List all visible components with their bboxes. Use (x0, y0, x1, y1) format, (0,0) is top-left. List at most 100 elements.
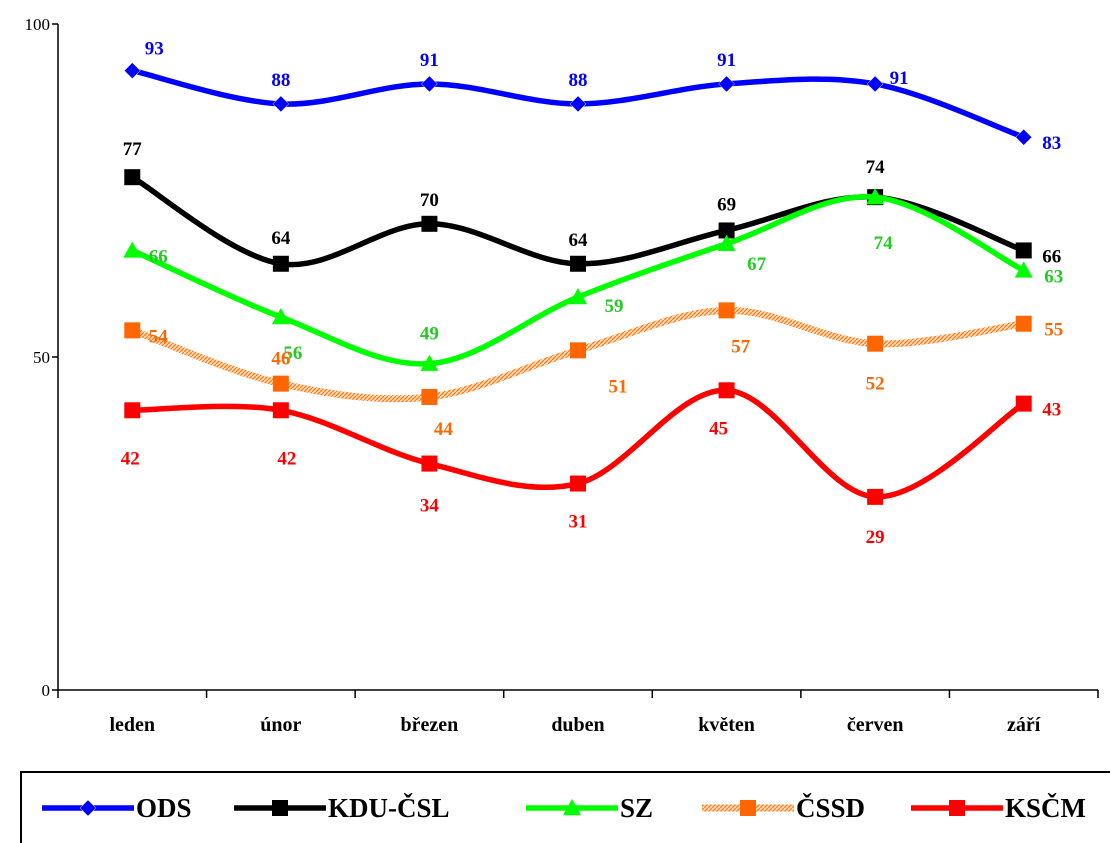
series-sz (123, 188, 1033, 371)
data-point-marker (1015, 242, 1032, 259)
data-point-marker (718, 382, 735, 399)
x-tick-label: květen (698, 714, 755, 736)
data-point-marker (421, 75, 438, 93)
data-point-marker (123, 62, 141, 79)
data-label: 66 (1042, 246, 1061, 267)
data-point-marker (718, 75, 735, 93)
legend-swatch (42, 799, 134, 817)
series-ods (123, 62, 1033, 146)
data-point-marker (124, 169, 141, 186)
data-point-marker (123, 241, 142, 258)
data-point-marker (1014, 261, 1033, 278)
data-label: 64 (271, 228, 291, 249)
data-label: 51 (609, 376, 628, 397)
data-label: 88 (271, 70, 290, 91)
x-tick-label: září (1007, 714, 1041, 736)
data-point-marker (272, 95, 290, 113)
legend-item: KSČM (909, 773, 1086, 843)
legend-swatch (234, 800, 326, 816)
legend-swatch (526, 799, 618, 816)
data-label: 91 (717, 50, 736, 71)
data-point-marker (570, 342, 586, 359)
series-ks-m (124, 382, 1032, 505)
legend-label: KDU-ČSL (328, 792, 450, 823)
x-tick-label: leden (110, 714, 156, 736)
data-point-marker (569, 288, 587, 305)
x-tick-label: únor (260, 714, 301, 736)
data-point-marker (421, 215, 438, 232)
data-label: 49 (420, 324, 439, 345)
y-tick-label: 0 (42, 681, 51, 700)
data-point-marker (272, 255, 289, 272)
data-point-marker (569, 95, 587, 113)
data-label: 74 (874, 233, 894, 254)
data-point-marker (272, 402, 289, 419)
legend-marker (563, 799, 581, 816)
line-chart: 0 50 100 leden únor březen duben květen červen zá… (25, 15, 1099, 736)
legend-item: ODS (40, 773, 192, 843)
data-label: 69 (717, 194, 736, 215)
data-label: 59 (605, 296, 624, 317)
x-tick-label: březen (401, 714, 459, 736)
legend-label: ČSSD (796, 792, 866, 823)
y-tick-label: 50 (33, 348, 50, 367)
data-label: 66 (149, 246, 168, 267)
legend-marker (740, 800, 756, 816)
legend-label: KSČM (1005, 792, 1086, 823)
data-label: 57 (731, 336, 751, 357)
data-label: 31 (569, 512, 588, 533)
data-point-marker (124, 402, 141, 419)
legend-swatch (702, 800, 794, 816)
data-label: 43 (1042, 400, 1061, 421)
data-label: 67 (747, 254, 767, 275)
data-label: 45 (709, 418, 728, 439)
data-label: 52 (866, 374, 885, 395)
y-tick-label: 100 (25, 15, 51, 34)
series-line (131, 194, 1025, 367)
legend-item: KDU-ČSL (232, 773, 450, 843)
data-label: 42 (277, 448, 296, 469)
legend-item: SZ (524, 773, 653, 843)
data-label: 54 (149, 326, 169, 347)
data-point-marker (421, 388, 438, 405)
data-point-marker (420, 354, 439, 371)
data-label: 64 (569, 230, 589, 251)
data-point-marker (421, 455, 438, 472)
x-tick-label: červen (847, 714, 904, 736)
data-label: 91 (890, 68, 909, 89)
data-point-marker (867, 335, 884, 352)
legend-marker (949, 800, 965, 816)
data-point-marker (718, 302, 735, 319)
legend-marker (272, 800, 288, 816)
data-label: 44 (434, 419, 454, 440)
data-label: 56 (283, 343, 302, 364)
legend-item: ČSSD (700, 773, 865, 843)
data-label: 83 (1042, 133, 1061, 154)
data-label: 29 (866, 527, 885, 548)
data-label: 93 (145, 39, 164, 60)
legend: ODS KDU-ČSL SZ ČSSD KSČM (20, 771, 1110, 843)
data-point-marker (1015, 315, 1032, 332)
data-point-marker (718, 222, 735, 239)
data-label: 74 (866, 157, 886, 178)
data-label: 55 (1044, 320, 1063, 341)
data-label: 70 (420, 190, 439, 211)
legend-swatch (911, 800, 1003, 816)
legend-marker (79, 799, 97, 817)
data-label: 42 (121, 448, 140, 469)
legend-label: ODS (136, 792, 192, 823)
data-point-marker (866, 188, 885, 205)
data-point-marker (272, 375, 289, 392)
data-point-marker (124, 322, 141, 339)
data-label: 46 (271, 349, 290, 370)
legend-label: SZ (620, 792, 654, 823)
data-point-marker (1015, 395, 1032, 412)
data-label: 91 (420, 50, 439, 71)
data-label: 34 (420, 496, 440, 517)
series--ssd (124, 302, 1032, 405)
data-point-marker (271, 308, 290, 325)
data-point-marker (570, 475, 586, 492)
data-label: 77 (123, 139, 143, 160)
data-point-marker (866, 75, 884, 93)
data-point-marker (1015, 128, 1033, 146)
